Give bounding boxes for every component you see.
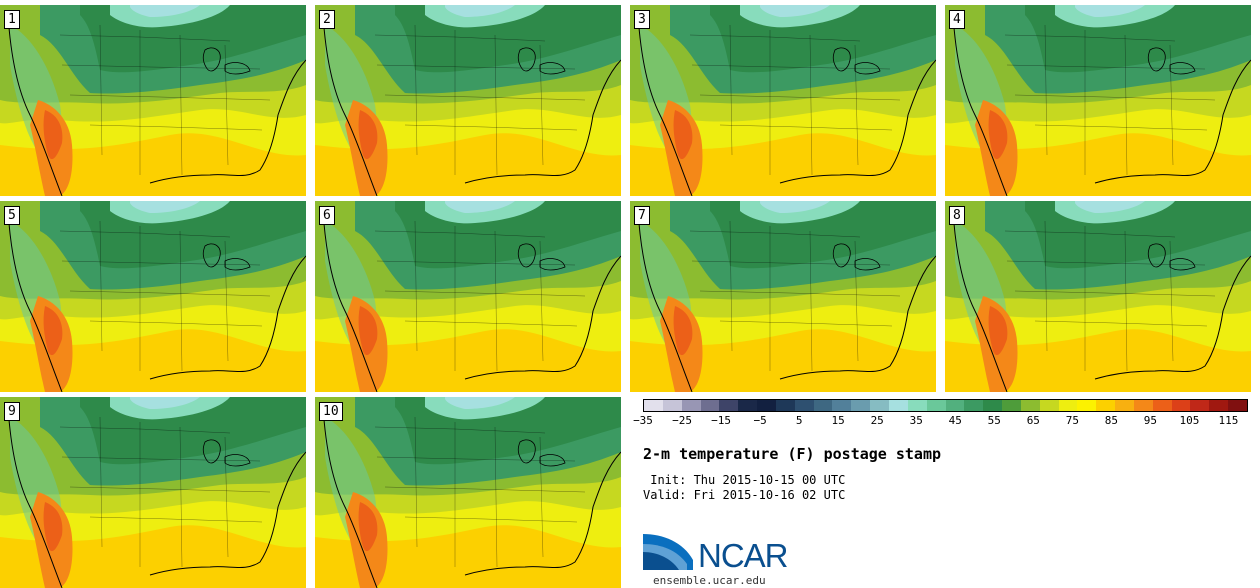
panel-number-label: 1 (4, 10, 20, 29)
postage-stamp-panel: 8 (945, 201, 1251, 392)
site-url: ensemble.ucar.edu (653, 574, 766, 587)
colorbar-swatch (662, 400, 682, 411)
panel-number-label: 6 (319, 206, 335, 225)
colorbar-swatch (1002, 400, 1021, 411)
colorbar-tick-label: 105 (1179, 414, 1200, 427)
colorbar-swatch (644, 400, 663, 411)
colorbar-swatch (719, 400, 739, 411)
colorbar-tick-label: −35 (633, 414, 653, 427)
colorbar-swatch (1020, 400, 1040, 411)
colorbar-swatch (832, 400, 852, 411)
colorbar-swatch (1077, 400, 1097, 411)
colorbar-swatch (757, 400, 776, 411)
colorbar-swatch (1228, 400, 1247, 411)
temperature-map (315, 201, 621, 392)
colorbar-tick-label: 25 (870, 414, 884, 427)
temperature-map (630, 5, 936, 196)
postage-stamp-panel: 5 (0, 201, 306, 392)
panel-number-label: 8 (949, 206, 965, 225)
colorbar-swatch (983, 400, 1003, 411)
panel-number-label: 4 (949, 10, 965, 29)
panel-number-label: 10 (319, 402, 343, 421)
temperature-map (945, 201, 1251, 392)
temperature-map (0, 5, 306, 196)
temperature-map (0, 201, 306, 392)
colorbar-swatch (926, 400, 946, 411)
panel-number-label: 2 (319, 10, 335, 29)
temperature-map (0, 397, 306, 588)
colorbar-tick-label: 45 (948, 414, 962, 427)
colorbar-tick-label: −15 (711, 414, 731, 427)
postage-stamp-panel: 10 (315, 397, 621, 588)
colorbar-tick-label: 115 (1218, 414, 1239, 427)
colorbar-tick-label: 75 (1065, 414, 1079, 427)
colorbar-swatch (813, 400, 833, 411)
panel-number-label: 9 (4, 402, 20, 421)
colorbar-swatch (1096, 400, 1116, 411)
temperature-map (630, 201, 936, 392)
colorbar-tick-label: 5 (795, 414, 803, 427)
panel-number-label: 7 (634, 206, 650, 225)
colorbar-tick-label: −25 (672, 414, 692, 427)
postage-stamp-panel: 7 (630, 201, 936, 392)
postage-stamp-panel: 9 (0, 397, 306, 588)
panel-number-label: 3 (634, 10, 650, 29)
colorbar-swatch (1171, 400, 1191, 411)
colorbar-tick-label: 35 (909, 414, 923, 427)
colorbar-tick-label: 55 (987, 414, 1001, 427)
colorbar-swatch (1115, 400, 1134, 411)
colorbar-tick-label: −5 (753, 414, 767, 427)
colorbar-tick-labels: −35 −25 −15 −5 5 15 25 35 45 55 65 75 85 95 105 115 (633, 414, 1248, 428)
colorbar-swatch (738, 400, 758, 411)
colorbar-swatch (907, 400, 927, 411)
temperature-colorbar (643, 399, 1248, 412)
temperature-map (315, 397, 621, 588)
ncar-logo-text: NCAR (698, 537, 789, 574)
postage-stamp-panel: 2 (315, 5, 621, 196)
temperature-map (945, 5, 1251, 196)
postage-stamp-panel: 4 (945, 5, 1251, 196)
figure-title: 2-m temperature (F) postage stamp (643, 445, 942, 463)
colorbar-swatch (851, 400, 871, 411)
init-time: Init: Thu 2015-10-15 00 UTC (643, 473, 846, 487)
colorbar-tick-label: 85 (1104, 414, 1118, 427)
colorbar-tick-label: 95 (1143, 414, 1158, 427)
colorbar-swatch (870, 400, 889, 411)
colorbar-swatch (1190, 400, 1210, 411)
postage-stamp-panel: 1 (0, 5, 306, 196)
panel-number-label: 5 (4, 206, 20, 225)
colorbar-swatch (1152, 400, 1172, 411)
valid-time: Valid: Fri 2015-10-16 02 UTC (643, 488, 846, 502)
postage-stamp-panel: 3 (630, 5, 936, 196)
colorbar-tick-label: 65 (1026, 414, 1040, 427)
temperature-map (315, 5, 621, 196)
colorbar-swatch (1133, 400, 1153, 411)
colorbar-swatch (964, 400, 984, 411)
colorbar-swatch (945, 400, 965, 411)
colorbar-swatch (681, 400, 701, 411)
ncar-logo-icon (643, 534, 693, 570)
colorbar-swatch (1058, 400, 1078, 411)
colorbar-swatch (700, 400, 720, 411)
colorbar-swatch (1209, 400, 1229, 411)
colorbar-swatch (1039, 400, 1059, 411)
colorbar-swatch (888, 400, 908, 411)
colorbar-tick-label: 15 (831, 414, 845, 427)
colorbar-swatch (794, 400, 814, 411)
postage-stamp-panel: 6 (315, 201, 621, 392)
colorbar-swatch (775, 400, 795, 411)
